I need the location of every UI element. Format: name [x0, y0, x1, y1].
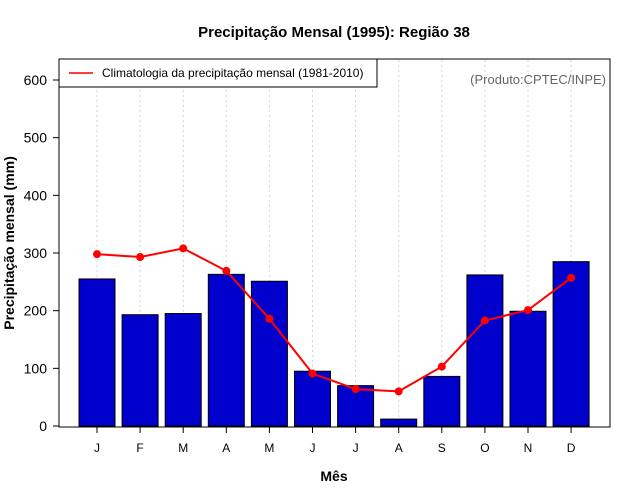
- x-tick-label-8: S: [438, 441, 446, 455]
- x-tick-label-11: D: [567, 441, 576, 455]
- bar-9: [466, 274, 504, 427]
- climatology-point-5: [308, 369, 317, 378]
- bar-10: [509, 310, 547, 427]
- climatology-point-0: [93, 250, 101, 259]
- x-tick-label-1: F: [136, 441, 143, 455]
- climatology-point-3: [222, 266, 231, 275]
- x-tick-label-3: A: [222, 441, 230, 455]
- legend-entry-climatology: Climatologia da precipitação mensal (198…: [102, 66, 363, 80]
- bar-0: [78, 278, 116, 427]
- climatology-polyline: [96, 247, 572, 393]
- chart-title: Precipitação Mensal (1995): Região 38: [198, 24, 470, 41]
- x-tick-label-10: N: [524, 441, 533, 455]
- x-tick-label-7: A: [395, 441, 403, 455]
- climatology-point-1: [136, 253, 145, 262]
- x-tick-label-5: J: [310, 441, 316, 455]
- legend-box: [58, 58, 378, 88]
- climatology-point-4: [265, 314, 274, 323]
- bar-11: [552, 261, 590, 427]
- x-axis-label: Mês: [320, 468, 347, 484]
- bar-4: [250, 280, 288, 427]
- bar-1: [121, 314, 159, 427]
- y-tick-label-6: 600: [24, 72, 48, 88]
- x-tick-label-4: M: [264, 441, 274, 455]
- y-tick-label-2: 200: [24, 303, 48, 319]
- climatology-point-11: [567, 273, 576, 282]
- x-tick-label-0: J: [94, 441, 100, 455]
- climatology-point-2: [179, 244, 188, 253]
- bar-7: [380, 418, 418, 427]
- x-tick-label-6: J: [353, 441, 359, 455]
- climatology-point-6: [351, 385, 360, 394]
- y-tick-label-5: 500: [24, 130, 48, 146]
- bar-3: [207, 273, 245, 427]
- climatology-point-7: [394, 387, 403, 396]
- bar-2: [164, 313, 202, 427]
- climatology-point-8: [437, 362, 446, 371]
- y-tick-label-0: 0: [39, 418, 47, 434]
- climatology-point-10: [524, 306, 532, 315]
- y-axis: 0 100 200 300 400 500 600: [24, 72, 59, 434]
- climatology-point-9: [480, 316, 489, 325]
- y-tick-label-3: 300: [24, 245, 48, 261]
- source-annotation: (Produto:CPTEC/INPE): [470, 72, 606, 87]
- bars: [78, 261, 590, 427]
- y-axis-label: Precipitação mensal (mm): [1, 156, 17, 330]
- bar-5: [294, 370, 331, 427]
- legend: Climatologia da precipitação mensal (198…: [58, 58, 378, 88]
- y-tick-label-4: 400: [24, 187, 48, 203]
- x-tick-label-9: O: [480, 441, 489, 455]
- y-tick-label-1: 100: [24, 360, 48, 376]
- x-tick-label-2: M: [178, 441, 188, 455]
- climatology-line: [93, 244, 576, 396]
- bar-8: [423, 375, 461, 427]
